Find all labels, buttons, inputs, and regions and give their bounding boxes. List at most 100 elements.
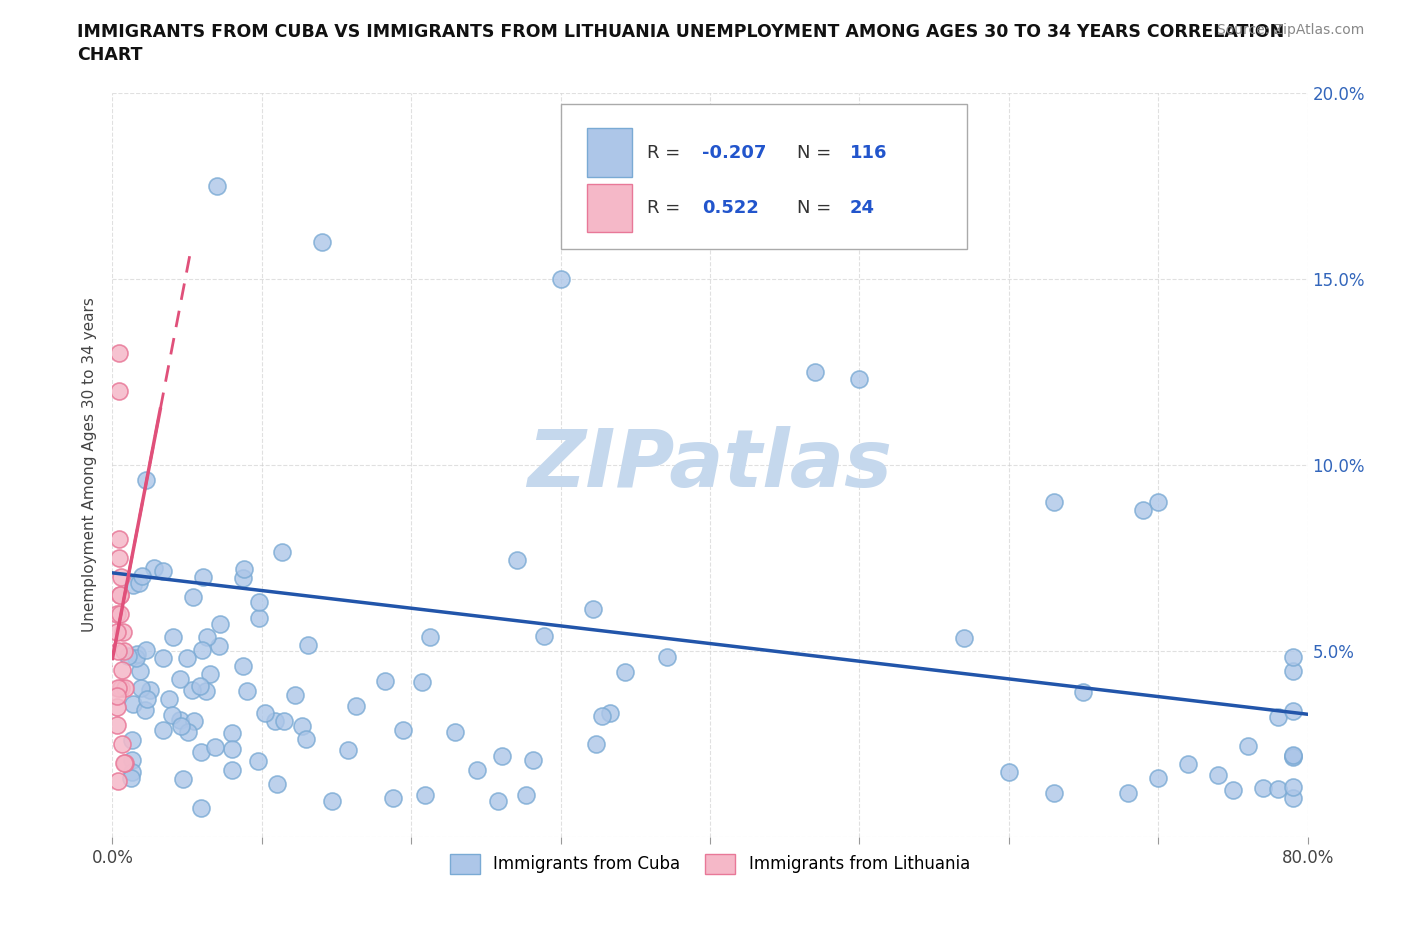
Point <box>1281 750 1303 764</box>
Point <box>284 688 307 703</box>
Point <box>112 755 135 770</box>
Text: 0.522: 0.522 <box>702 199 759 218</box>
Point <box>533 629 555 644</box>
Point <box>127 646 149 661</box>
Point <box>413 788 436 803</box>
Point <box>205 179 228 193</box>
Point <box>169 712 191 727</box>
Point <box>599 706 621 721</box>
Point <box>181 590 204 604</box>
Point <box>129 664 152 679</box>
Point <box>585 737 607 751</box>
Point <box>111 662 134 677</box>
Point <box>266 777 288 791</box>
Point <box>232 658 254 673</box>
Point <box>114 681 136 696</box>
Point <box>181 683 204 698</box>
Point <box>122 697 145 711</box>
Point <box>1118 786 1140 801</box>
Point <box>112 644 135 658</box>
Point <box>139 683 162 698</box>
Point <box>848 372 870 387</box>
Point <box>506 552 529 567</box>
Text: 24: 24 <box>849 199 875 218</box>
Point <box>1251 780 1274 795</box>
Point <box>655 649 678 664</box>
Point <box>134 703 156 718</box>
Text: N =: N = <box>797 143 837 162</box>
Text: Source: ZipAtlas.com: Source: ZipAtlas.com <box>1216 23 1364 37</box>
Point <box>1281 749 1303 764</box>
Point <box>1281 748 1303 763</box>
Point <box>247 754 270 769</box>
Point <box>1281 790 1303 805</box>
Point <box>491 749 513 764</box>
Point <box>419 630 441 644</box>
Text: -0.207: -0.207 <box>702 143 766 162</box>
Point <box>953 631 976 645</box>
Point <box>157 691 180 706</box>
Point <box>128 576 150 591</box>
Point <box>1042 495 1064 510</box>
Point <box>131 569 153 584</box>
Point <box>221 763 243 777</box>
Point <box>107 681 129 696</box>
Point <box>152 723 174 737</box>
Point <box>108 346 131 361</box>
Point <box>105 718 128 733</box>
Point <box>294 731 316 746</box>
Point <box>108 588 131 603</box>
Point <box>191 643 214 658</box>
Point <box>121 733 143 748</box>
Point <box>1281 779 1303 794</box>
Point <box>135 691 157 706</box>
Point <box>135 643 157 658</box>
Point <box>107 644 129 658</box>
Point <box>169 671 191 686</box>
Text: R =: R = <box>647 143 686 162</box>
Point <box>152 651 174 666</box>
Point <box>1267 782 1289 797</box>
Point <box>120 771 142 786</box>
Point <box>1206 767 1229 782</box>
Point <box>247 610 270 625</box>
Point <box>152 564 174 578</box>
Point <box>198 667 221 682</box>
Point <box>107 532 129 547</box>
Point <box>105 625 128 640</box>
Point <box>208 639 231 654</box>
Point <box>176 650 198 665</box>
Text: 116: 116 <box>849 143 887 162</box>
Point <box>110 569 132 584</box>
Point <box>221 725 243 740</box>
Point <box>111 737 134 751</box>
Point <box>108 551 131 565</box>
Point <box>191 570 214 585</box>
Point <box>515 788 537 803</box>
Point <box>233 562 256 577</box>
Point <box>108 588 131 603</box>
Text: ZIPatlas: ZIPatlas <box>527 426 893 504</box>
Point <box>125 651 148 666</box>
Point <box>1042 786 1064 801</box>
Point <box>105 606 128 621</box>
Point <box>1237 738 1260 753</box>
Point <box>129 681 152 696</box>
Point <box>190 745 212 760</box>
Point <box>291 718 314 733</box>
Point <box>1222 782 1244 797</box>
Point <box>522 752 544 767</box>
Point <box>190 801 212 816</box>
FancyBboxPatch shape <box>561 104 967 249</box>
Text: N =: N = <box>797 199 837 218</box>
Point <box>591 708 613 723</box>
Point <box>247 595 270 610</box>
Text: R =: R = <box>647 199 686 218</box>
Point <box>117 649 139 664</box>
Point <box>321 793 343 808</box>
Point <box>108 383 131 398</box>
Point <box>195 630 218 644</box>
Point <box>337 743 360 758</box>
Point <box>344 698 367 713</box>
Legend: Immigrants from Cuba, Immigrants from Lithuania: Immigrants from Cuba, Immigrants from Li… <box>443 847 977 881</box>
